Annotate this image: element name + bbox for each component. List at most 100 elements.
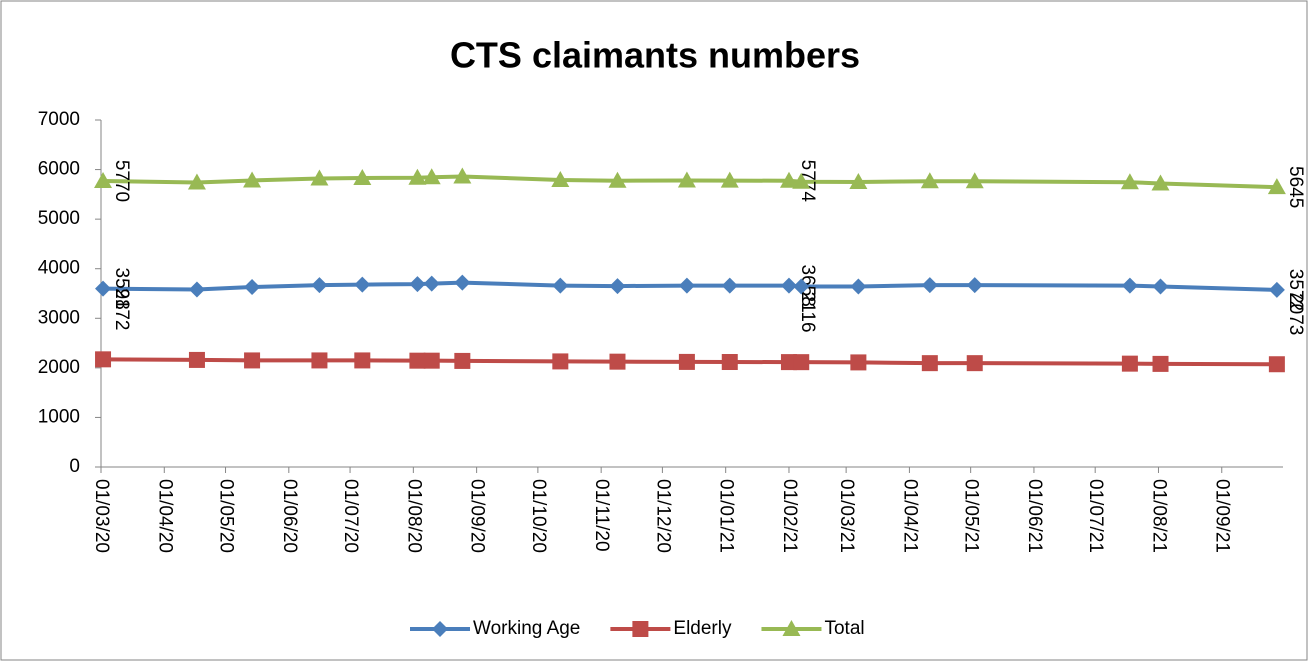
x-tick-label: 01/07/20 [340, 479, 361, 553]
data-point [780, 354, 797, 371]
data-point [354, 352, 371, 369]
data-point [95, 280, 112, 297]
data-point [422, 168, 441, 185]
data-point [609, 278, 626, 295]
data-point [1120, 173, 1139, 190]
data-point [1151, 174, 1170, 191]
data-label: 2116 [797, 292, 818, 333]
x-tick-label: 01/04/20 [154, 479, 175, 553]
data-label: 5774 [797, 160, 818, 203]
data-point [188, 351, 205, 368]
data-point [720, 171, 739, 188]
data-label: 2073 [1285, 293, 1306, 335]
data-point [311, 352, 328, 369]
data-point [1268, 356, 1285, 373]
data-point [354, 276, 371, 293]
chart-title: CTS claimants numbers [450, 35, 860, 76]
data-point [408, 168, 427, 185]
legend-label: Elderly [673, 618, 732, 639]
x-tick-label: 01/10/20 [528, 479, 549, 553]
data-point [793, 354, 810, 371]
x-tick-label: 01/08/21 [1148, 479, 1169, 553]
y-tick-label: 1000 [38, 406, 80, 427]
legend-marker [632, 621, 649, 637]
data-point [779, 171, 798, 188]
data-point [94, 171, 113, 188]
data-point [850, 354, 867, 371]
y-tick-label: 2000 [38, 357, 80, 378]
data-point [678, 353, 695, 370]
x-tick-label: 01/05/21 [961, 479, 982, 553]
x-tick-label: 01/03/20 [91, 479, 112, 553]
data-point [409, 276, 426, 293]
data-point [966, 277, 983, 294]
data-label: 3572 [1285, 269, 1306, 311]
data-point [1267, 178, 1286, 195]
data-point [1121, 355, 1138, 372]
y-tick-label: 3000 [38, 307, 80, 328]
data-point [244, 352, 261, 369]
x-tick-label: 01/04/21 [899, 479, 920, 553]
data-point [454, 352, 471, 369]
series-line [103, 174, 1277, 190]
data-point [187, 173, 206, 190]
data-point [677, 171, 696, 188]
data-point [551, 170, 570, 187]
data-point [188, 281, 205, 298]
x-tick-label: 01/12/20 [652, 479, 673, 553]
data-point [678, 277, 695, 294]
data-label: 3598 [111, 268, 132, 310]
legend-marker [782, 620, 801, 636]
data-point [780, 277, 797, 294]
data-point [310, 169, 329, 186]
data-point [243, 171, 262, 188]
data-point [423, 275, 440, 292]
x-tick-label: 01/07/21 [1085, 479, 1106, 553]
data-point [454, 274, 471, 291]
y-tick-label: 0 [69, 456, 80, 477]
data-point [95, 351, 112, 368]
data-point [608, 171, 627, 188]
data-point [793, 278, 810, 295]
data-point [353, 168, 372, 185]
x-tick-label: 01/02/21 [779, 479, 800, 553]
data-point [921, 277, 938, 294]
data-point [1268, 281, 1285, 298]
data-point [552, 277, 569, 294]
legend-label: Total [824, 618, 864, 639]
data-point [552, 353, 569, 370]
data-point [1121, 277, 1138, 294]
data-point [423, 352, 440, 369]
x-tick-label: 01/08/20 [403, 479, 424, 553]
data-point [311, 277, 328, 294]
x-tick-label: 01/09/20 [467, 479, 488, 553]
data-label: 5770 [111, 160, 132, 202]
legend-marker [432, 621, 448, 637]
data-label: 2172 [111, 288, 132, 330]
y-tick-label: 5000 [38, 208, 80, 229]
data-point [792, 172, 811, 189]
data-point [721, 354, 738, 371]
data-label: 5645 [1285, 166, 1306, 208]
x-tick-label: 01/11/20 [591, 479, 612, 552]
data-point [920, 172, 939, 189]
data-point [609, 353, 626, 370]
y-tick-label: 7000 [38, 109, 80, 130]
x-tick-label: 01/03/21 [836, 479, 857, 553]
data-point [244, 279, 261, 296]
x-tick-label: 01/05/20 [216, 479, 237, 553]
x-tick-label: 01/06/20 [279, 479, 300, 553]
y-tick-label: 6000 [38, 159, 80, 180]
data-point [850, 278, 867, 295]
x-tick-label: 01/09/21 [1212, 479, 1233, 553]
data-point [966, 355, 983, 372]
data-point [1152, 355, 1169, 372]
y-tick-label: 4000 [38, 258, 80, 279]
x-tick-label: 01/01/21 [716, 479, 737, 553]
data-point [965, 172, 984, 189]
data-point [409, 352, 426, 369]
data-point [721, 277, 738, 294]
data-point [1152, 278, 1169, 295]
